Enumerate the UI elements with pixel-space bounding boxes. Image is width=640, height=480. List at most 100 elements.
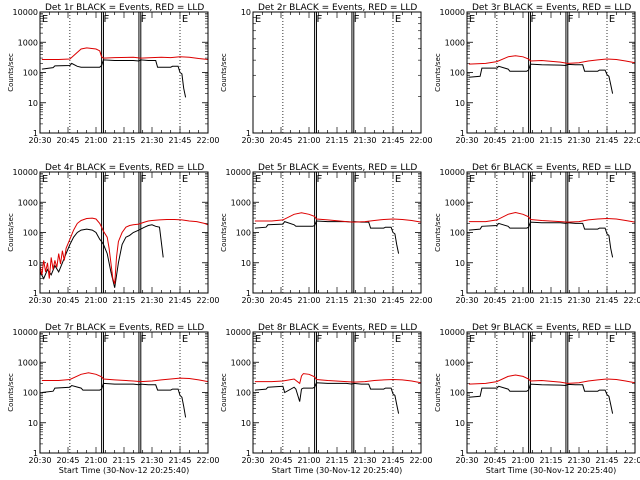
x-tick-label: 21:30	[567, 136, 590, 145]
y-axis-label: Counts/sec	[434, 373, 442, 412]
y-tick-label: 10000	[226, 328, 251, 337]
flag-label: F	[530, 334, 536, 345]
x-tick-label: 20:30	[455, 456, 478, 465]
panel-title: Det 7r BLACK = Events, RED = LLD	[45, 323, 204, 333]
x-tick-label: 20:45	[56, 296, 79, 305]
flag-label: F	[103, 334, 109, 345]
panel-title: Det 1r BLACK = Events, RED = LLD	[45, 3, 204, 13]
panel-title: Det 2r BLACK = Events, RED = LLD	[258, 3, 417, 13]
x-tick-label: 21:45	[381, 296, 404, 305]
y-tick-label: 10	[241, 419, 251, 428]
x-tick-label: 21:00	[511, 136, 534, 145]
x-tick-label: 21:30	[353, 456, 376, 465]
x-tick-label: 22:00	[409, 136, 432, 145]
plot-frame	[39, 171, 209, 294]
flag-label: F	[568, 334, 574, 345]
y-tick-label: 1	[246, 129, 251, 138]
x-tick-label: 21:15	[112, 456, 135, 465]
plot-frame	[252, 11, 422, 134]
x-tick-label: 21:30	[140, 456, 163, 465]
flag-label: E	[469, 174, 475, 185]
series-lld-line	[254, 212, 422, 223]
x-tick-label: 20:45	[56, 136, 79, 145]
x-tick-label: 21:45	[381, 456, 404, 465]
flag-label: F	[316, 334, 322, 345]
y-tick-label: 10000	[440, 168, 465, 177]
flag-label: F	[141, 174, 147, 185]
y-tick-label: 1000	[445, 38, 465, 47]
x-tick-label: 20:45	[269, 136, 292, 145]
flag-label: E	[255, 334, 261, 345]
y-tick-label: 10	[28, 259, 38, 268]
y-tick-label: 1	[33, 289, 38, 298]
y-tick-label: 100	[23, 229, 38, 238]
y-tick-label: 1	[246, 289, 251, 298]
y-tick-label: 100	[450, 389, 465, 398]
flag-label: E	[469, 334, 475, 345]
y-tick-label: 1	[460, 129, 465, 138]
x-tick-label: 20:45	[483, 456, 506, 465]
x-tick-label: 22:00	[196, 456, 219, 465]
y-axis-label: Counts/sec	[220, 53, 228, 92]
y-tick-label: 1000	[445, 358, 465, 367]
series-events-line	[39, 224, 164, 288]
x-tick-label: 21:15	[539, 456, 562, 465]
y-tick-label: 10	[455, 419, 465, 428]
flag-label: F	[316, 174, 322, 185]
flag-label: F	[141, 14, 147, 25]
flag-label: E	[42, 14, 48, 25]
y-tick-label: 10000	[440, 8, 465, 17]
y-tick-label: 100	[23, 389, 38, 398]
x-tick-label: 21:00	[84, 296, 107, 305]
y-tick-label: 10	[28, 419, 38, 428]
series-lld-line	[39, 217, 209, 285]
flag-label: E	[395, 334, 401, 345]
x-tick-label: 21:00	[84, 136, 107, 145]
y-axis-label: Counts/sec	[7, 53, 15, 92]
x-tick-label: 21:45	[595, 296, 618, 305]
x-tick-label: 21:45	[595, 136, 618, 145]
x-tick-label: 20:30	[455, 296, 478, 305]
y-tick-label: 1000	[445, 198, 465, 207]
flag-label: E	[42, 334, 48, 345]
x-axis-label: Start Time (30-Nov-12 20:25:40)	[59, 466, 189, 475]
x-tick-label: 21:15	[112, 296, 135, 305]
x-tick-label: 21:30	[353, 296, 376, 305]
flag-label: F	[530, 14, 536, 25]
x-tick-label: 20:30	[28, 296, 51, 305]
series-events-line	[468, 63, 614, 94]
x-tick-label: 21:15	[112, 136, 135, 145]
y-tick-label: 10	[241, 259, 251, 268]
y-tick-label: 10000	[440, 328, 465, 337]
series-lld-line	[41, 47, 209, 60]
flag-label: E	[395, 174, 401, 185]
series-lld-line	[468, 211, 636, 223]
panel-title: Det 8r BLACK = Events, RED = LLD	[258, 323, 417, 333]
panel-title: Det 6r BLACK = Events, RED = LLD	[472, 163, 631, 173]
y-tick-label: 100	[450, 229, 465, 238]
flag-label: E	[255, 174, 261, 185]
x-tick-label: 20:30	[28, 456, 51, 465]
series-events-line	[468, 383, 614, 414]
y-tick-label: 100	[236, 389, 251, 398]
plot-frame	[252, 331, 422, 454]
flag-label: E	[255, 14, 261, 25]
flag-label: E	[42, 174, 48, 185]
flag-label: E	[609, 14, 615, 25]
x-tick-label: 22:00	[409, 456, 432, 465]
series-events-line	[254, 382, 400, 414]
series-events-line	[41, 382, 187, 418]
panel-title: Det 5r BLACK = Events, RED = LLD	[258, 163, 417, 173]
y-tick-label: 1000	[18, 198, 38, 207]
x-tick-label: 21:45	[168, 296, 191, 305]
flag-label: F	[103, 174, 109, 185]
x-tick-label: 21:15	[325, 456, 348, 465]
x-tick-label: 20:30	[28, 136, 51, 145]
